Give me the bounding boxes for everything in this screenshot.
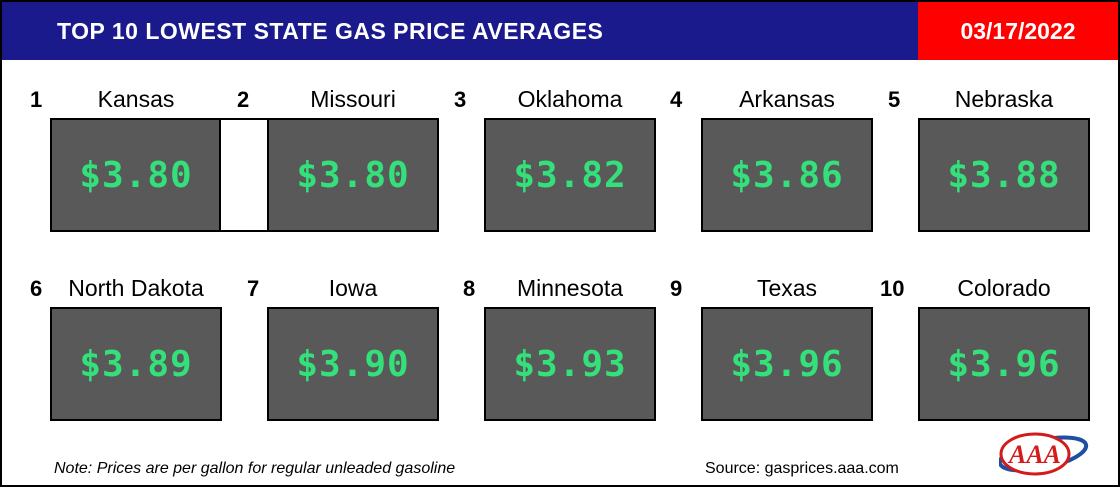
price-box: $3.96 bbox=[701, 307, 873, 421]
price-box: $3.89 bbox=[50, 307, 222, 421]
price-value: $3.93 bbox=[513, 343, 627, 385]
price-value: $3.86 bbox=[730, 154, 844, 196]
price-box: $3.96 bbox=[918, 307, 1090, 421]
footnote: Note: Prices are per gallon for regular … bbox=[54, 460, 456, 477]
price-value: $3.96 bbox=[730, 343, 844, 385]
price-value: $3.89 bbox=[79, 343, 193, 385]
price-value: $3.80 bbox=[79, 154, 193, 196]
rank-number: 2 bbox=[237, 87, 250, 112]
state-name: Arkansas bbox=[739, 86, 835, 112]
rank-number: 7 bbox=[247, 276, 260, 301]
date-badge: 03/17/2022 bbox=[918, 2, 1118, 60]
price-box: $3.93 bbox=[484, 307, 656, 421]
price-box: $3.88 bbox=[918, 118, 1090, 232]
aaa-logo-text: AAA bbox=[1007, 440, 1061, 469]
state-name: Nebraska bbox=[954, 86, 1054, 112]
rank-number: 4 bbox=[670, 87, 683, 112]
state-name: North Dakota bbox=[68, 275, 204, 301]
price-box: $3.86 bbox=[701, 118, 873, 232]
rank-number: 8 bbox=[463, 276, 476, 301]
rank-number: 9 bbox=[670, 276, 683, 301]
price-value: $3.80 bbox=[296, 154, 410, 196]
state-name: Oklahoma bbox=[517, 86, 623, 112]
price-value: $3.96 bbox=[947, 343, 1061, 385]
source-credit: Source: gasprices.aaa.com bbox=[705, 460, 899, 477]
price-box: $3.80 bbox=[267, 118, 439, 232]
price-value: $3.82 bbox=[513, 154, 627, 196]
aaa-logo: AAA bbox=[999, 432, 1089, 476]
price-value: $3.88 bbox=[947, 154, 1061, 196]
state-name: Iowa bbox=[328, 275, 378, 301]
state-name: Missouri bbox=[310, 86, 396, 112]
price-box: $3.90 bbox=[267, 307, 439, 421]
state-name: Texas bbox=[756, 275, 818, 301]
header-bar: TOP 10 LOWEST STATE GAS PRICE AVERAGES 0… bbox=[2, 2, 1118, 60]
rank-number: 6 bbox=[30, 276, 43, 301]
price-box: $3.82 bbox=[484, 118, 656, 232]
rank-number: 3 bbox=[454, 87, 467, 112]
state-name: Kansas bbox=[97, 86, 175, 112]
rank-number: 5 bbox=[888, 87, 901, 112]
tie-spacer-box bbox=[219, 118, 269, 232]
state-name: Minnesota bbox=[516, 275, 624, 301]
rank-number: 1 bbox=[30, 87, 43, 112]
price-box: $3.80 bbox=[50, 118, 222, 232]
rank-number: 10 bbox=[880, 276, 905, 301]
state-name: Colorado bbox=[957, 275, 1051, 301]
price-value: $3.90 bbox=[296, 343, 410, 385]
page-title: TOP 10 LOWEST STATE GAS PRICE AVERAGES bbox=[2, 2, 918, 60]
